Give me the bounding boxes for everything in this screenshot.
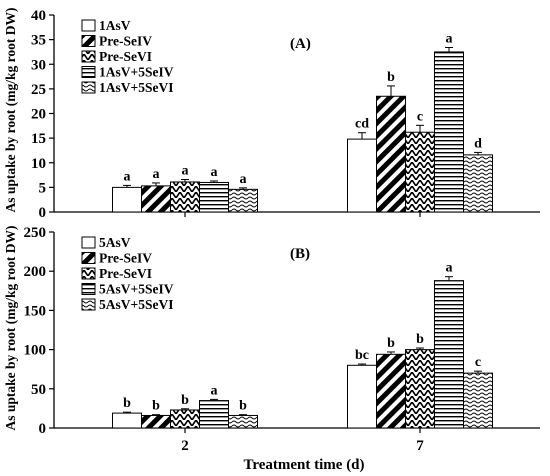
- significance-label: a: [211, 383, 218, 398]
- bar: [112, 412, 142, 429]
- panel-a-ticks: 0 5 10 15 20 25 30 35 40: [31, 8, 421, 221]
- legend-label: 1AsV+5SeIV: [99, 65, 174, 80]
- significance-label: a: [153, 167, 160, 182]
- y-tick-label: 200: [24, 264, 47, 280]
- y-tick-label: 0: [39, 205, 47, 221]
- bar: [434, 51, 464, 213]
- legend-label: Pre-SeVI: [99, 49, 152, 64]
- significance-label: a: [446, 261, 453, 276]
- y-tick-label: 250: [24, 225, 47, 241]
- bar: [170, 409, 200, 429]
- panel-a-label: (A): [290, 36, 311, 52]
- bar: [376, 95, 406, 213]
- y-tick-label: 40: [31, 8, 46, 24]
- significance-label: a: [446, 32, 453, 47]
- bar: [347, 138, 377, 213]
- significance-label: a: [124, 169, 131, 184]
- legend-label: 5AsV+5SeIV: [99, 282, 174, 297]
- legend-swatch: [81, 252, 96, 264]
- legend-swatch: [81, 283, 96, 295]
- legend-swatch: [81, 236, 96, 249]
- bar: [376, 353, 406, 429]
- significance-label: d: [474, 136, 482, 151]
- y-tick-label: 100: [24, 343, 47, 359]
- bar: [434, 280, 464, 429]
- significance-label: b: [387, 336, 395, 351]
- significance-label: b: [387, 70, 395, 85]
- legend-swatch: [81, 50, 96, 63]
- legend-swatch: [81, 66, 96, 78]
- significance-label: b: [152, 399, 160, 414]
- significance-label: b: [416, 332, 424, 347]
- bar: [141, 185, 171, 213]
- legend-label: Pre-SeVI: [99, 266, 152, 281]
- bar: [170, 181, 200, 213]
- bar: [228, 188, 258, 213]
- panel-a-bars: a cd a b a c a a a d: [112, 32, 493, 213]
- y-tick-label: 30: [31, 57, 46, 73]
- significance-label: b: [123, 396, 131, 411]
- y-tick-label: 10: [31, 156, 46, 172]
- significance-label: b: [181, 393, 189, 408]
- legend-swatch: [81, 81, 96, 94]
- y-tick-label: 50: [31, 382, 46, 398]
- y-tick-label: 5: [39, 180, 47, 196]
- panel-b-label: (B): [290, 246, 310, 262]
- y-tick-label: 15: [31, 131, 46, 147]
- significance-label: c: [475, 355, 481, 370]
- panel-b-ylabel: As uptake by root (mg/kg root DW): [3, 225, 18, 430]
- bar: [463, 154, 493, 213]
- y-tick-label: 25: [31, 82, 46, 98]
- x-tick-label: 7: [416, 438, 424, 454]
- y-tick-label: 20: [31, 107, 46, 123]
- bar: [199, 181, 229, 213]
- significance-label: a: [182, 163, 189, 178]
- bar: [463, 372, 493, 429]
- significance-label: cd: [355, 117, 369, 132]
- panel-a: 0 5 10 15 20 25 30 35 40 a cd a b a c a a a d 1AsVPre-SeI…: [3, 7, 540, 221]
- y-tick-label: 150: [24, 303, 47, 319]
- significance-label: b: [239, 399, 247, 414]
- bar: [228, 414, 258, 429]
- legend-label: 1AsV: [99, 18, 131, 33]
- bar: [112, 186, 142, 213]
- legend-label: Pre-SeIV: [99, 34, 152, 49]
- significance-label: bc: [355, 348, 369, 363]
- significance-label: a: [240, 172, 247, 187]
- bar: [347, 364, 377, 429]
- y-tick-label: 0: [39, 421, 47, 437]
- legend-label: 1AsV+5SeVI: [99, 80, 173, 95]
- legend-label: Pre-SeIV: [99, 251, 152, 266]
- significance-label: c: [417, 109, 423, 124]
- panel-b-ticks: 0 50 100 150 200 250 2 7: [24, 225, 425, 454]
- legend-label: 5AsV+5SeVI: [99, 297, 173, 312]
- legend-swatch: [81, 19, 96, 32]
- panel-a-ylabel: As uptake by root (mg/kg root DW): [3, 7, 18, 212]
- y-tick-label: 35: [31, 33, 46, 49]
- x-tick-label: 2: [181, 438, 189, 454]
- legend-swatch: [81, 35, 96, 47]
- bar: [405, 349, 435, 429]
- x-axis-title: Treatment time (d): [243, 457, 364, 473]
- legend-swatch: [81, 298, 96, 311]
- legend-label: 5AsV: [99, 235, 131, 250]
- bar: [141, 414, 171, 429]
- bar: [405, 131, 435, 213]
- legend-swatch: [81, 267, 96, 280]
- bar: [199, 400, 229, 429]
- significance-label: a: [211, 165, 218, 180]
